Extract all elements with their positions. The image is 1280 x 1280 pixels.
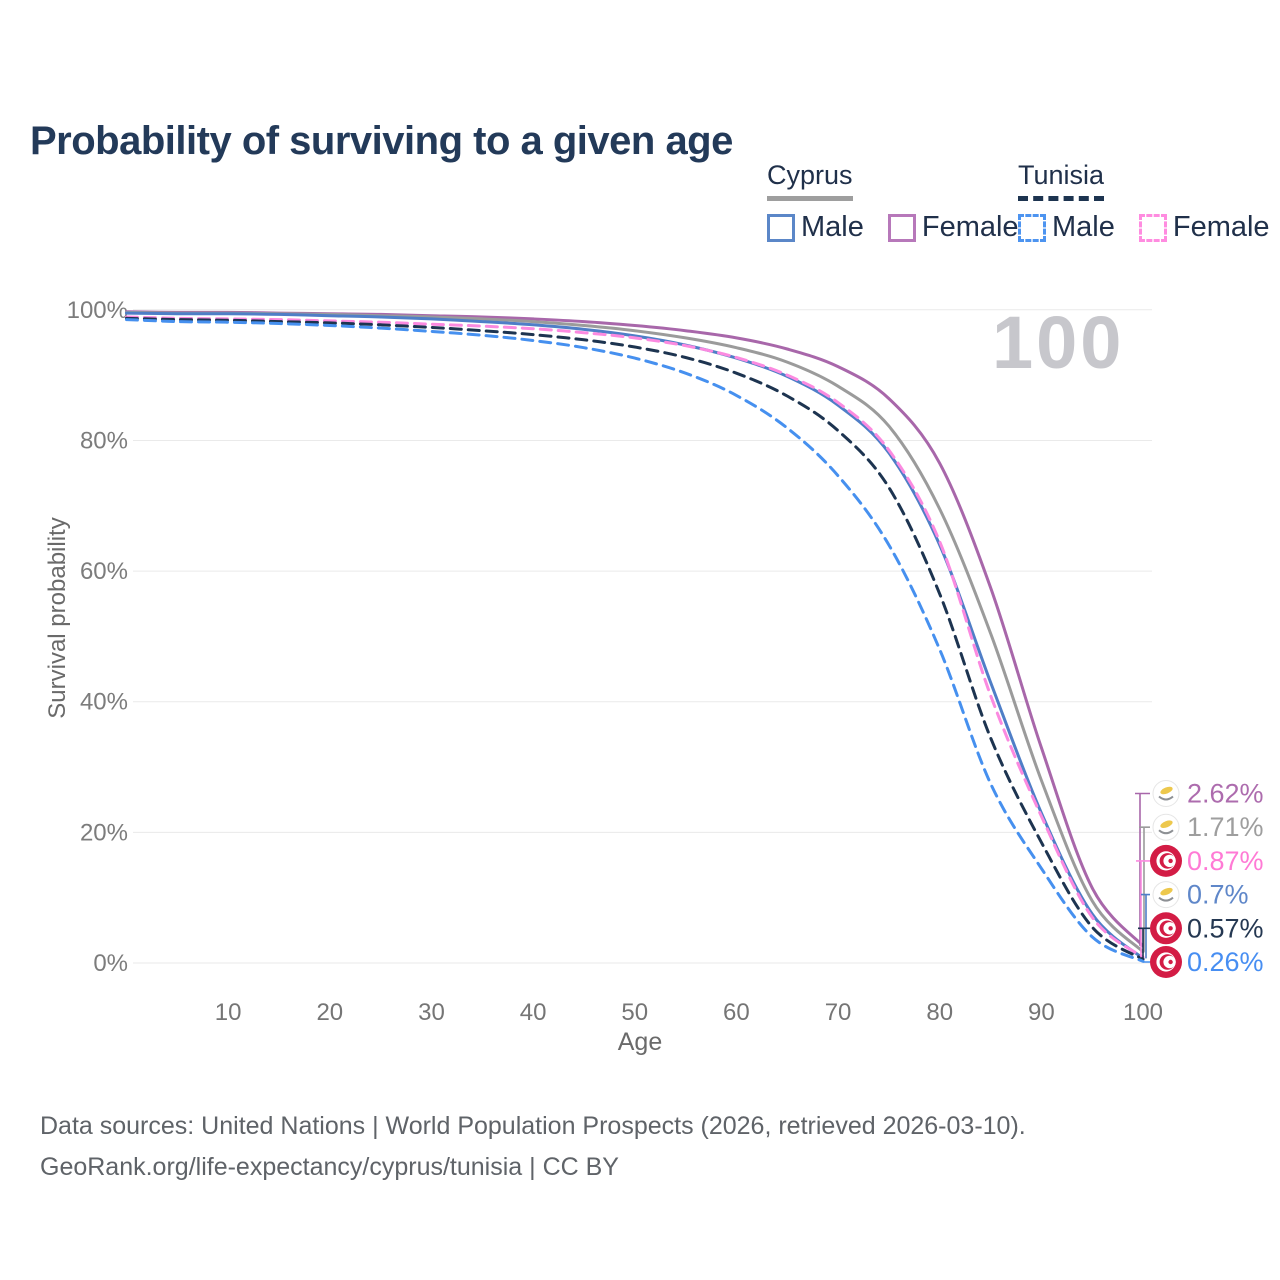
x-tick-label: 80 (926, 999, 953, 1026)
x-tick-label: 40 (520, 999, 547, 1026)
cyprus-island-shape (1160, 786, 1173, 795)
end-label-value: 0.87% (1187, 846, 1264, 876)
x-tick-label: 10 (215, 999, 242, 1026)
legend-label-tunisia-female[interactable]: Female (1172, 211, 1270, 243)
footer-sources: Data sources: United Nations | World Pop… (40, 1112, 1026, 1140)
legend-swatch-cyprus-female[interactable] (887, 213, 916, 242)
x-tick-label: 100 (1123, 999, 1163, 1026)
legend-swatch-tunisia-female[interactable] (1138, 213, 1167, 242)
end-label-value: 0.57% (1187, 913, 1264, 943)
legend-group-cyprus: Cyprus Male Female (767, 160, 1043, 244)
end-label-connector (1136, 860, 1150, 958)
cyprus-olive-branches (1158, 795, 1174, 801)
x-tick-label: 30 (418, 999, 445, 1026)
curve-cyprus-female[interactable] (125, 310, 1145, 948)
end-label-connector (1138, 927, 1150, 960)
tunisia-flag-star (1168, 858, 1173, 864)
x-tick-label: 70 (825, 999, 852, 1026)
chart-title: Probability of surviving to a given age (30, 118, 733, 163)
y-tick-label: 100% (67, 297, 128, 324)
legend-swatch-tunisia-male[interactable] (1018, 213, 1046, 242)
legend-country-cyprus[interactable]: Cyprus (767, 160, 853, 201)
footer-link: GeoRank.org/life-expectancy/cyprus/tunis… (40, 1153, 619, 1181)
cyprus-island-shape (1160, 820, 1173, 828)
x-tick-label: 20 (316, 999, 343, 1026)
legend-label-cyprus-female[interactable]: Female (921, 211, 1019, 243)
curve-tunisia-male[interactable] (125, 318, 1145, 963)
curve-tunisia-female[interactable] (125, 315, 1145, 959)
tunisia-flag-star (1168, 926, 1173, 931)
end-label-value: 0.26% (1187, 947, 1264, 977)
curve-cyprus[interactable] (125, 310, 1145, 954)
y-tick-label: 60% (80, 558, 128, 585)
end-label-value: 0.7% (1187, 880, 1249, 910)
end-label-connector (1143, 961, 1150, 963)
watermark-age-100: 100 (992, 301, 1125, 384)
legend-swatch-cyprus-male[interactable] (767, 213, 795, 242)
end-label-connector (1135, 792, 1150, 946)
cyprus-island-shape (1160, 887, 1173, 896)
end-label-value: 2.62% (1187, 779, 1264, 809)
legend-label-cyprus-male[interactable]: Male (801, 211, 864, 243)
cyprus-olive-branches (1158, 829, 1174, 835)
y-tick-label: 40% (80, 689, 128, 716)
legend-group-tunisia: Tunisia Male Female (1018, 160, 1280, 244)
end-label-connector (1139, 826, 1150, 952)
tunisia-flag-star (1168, 959, 1173, 965)
legend-label-tunisia-male[interactable]: Male (1052, 211, 1115, 243)
legend-country-tunisia[interactable]: Tunisia (1018, 160, 1105, 201)
end-label-connector (1141, 893, 1150, 959)
x-tick-label: 50 (621, 999, 648, 1026)
y-tick-label: 80% (80, 427, 128, 454)
y-tick-label: 20% (80, 819, 128, 846)
x-tick-label: 90 (1028, 999, 1055, 1026)
x-tick-label: 60 (723, 999, 750, 1026)
end-label-value: 1.71% (1187, 812, 1264, 842)
y-tick-label: 0% (93, 950, 128, 977)
cyprus-olive-branches (1158, 896, 1174, 902)
curve-tunisia[interactable] (125, 316, 1145, 961)
footer: Data sources: United Nations | World Pop… (40, 1106, 1026, 1188)
x-axis-title: Age (618, 1028, 662, 1056)
